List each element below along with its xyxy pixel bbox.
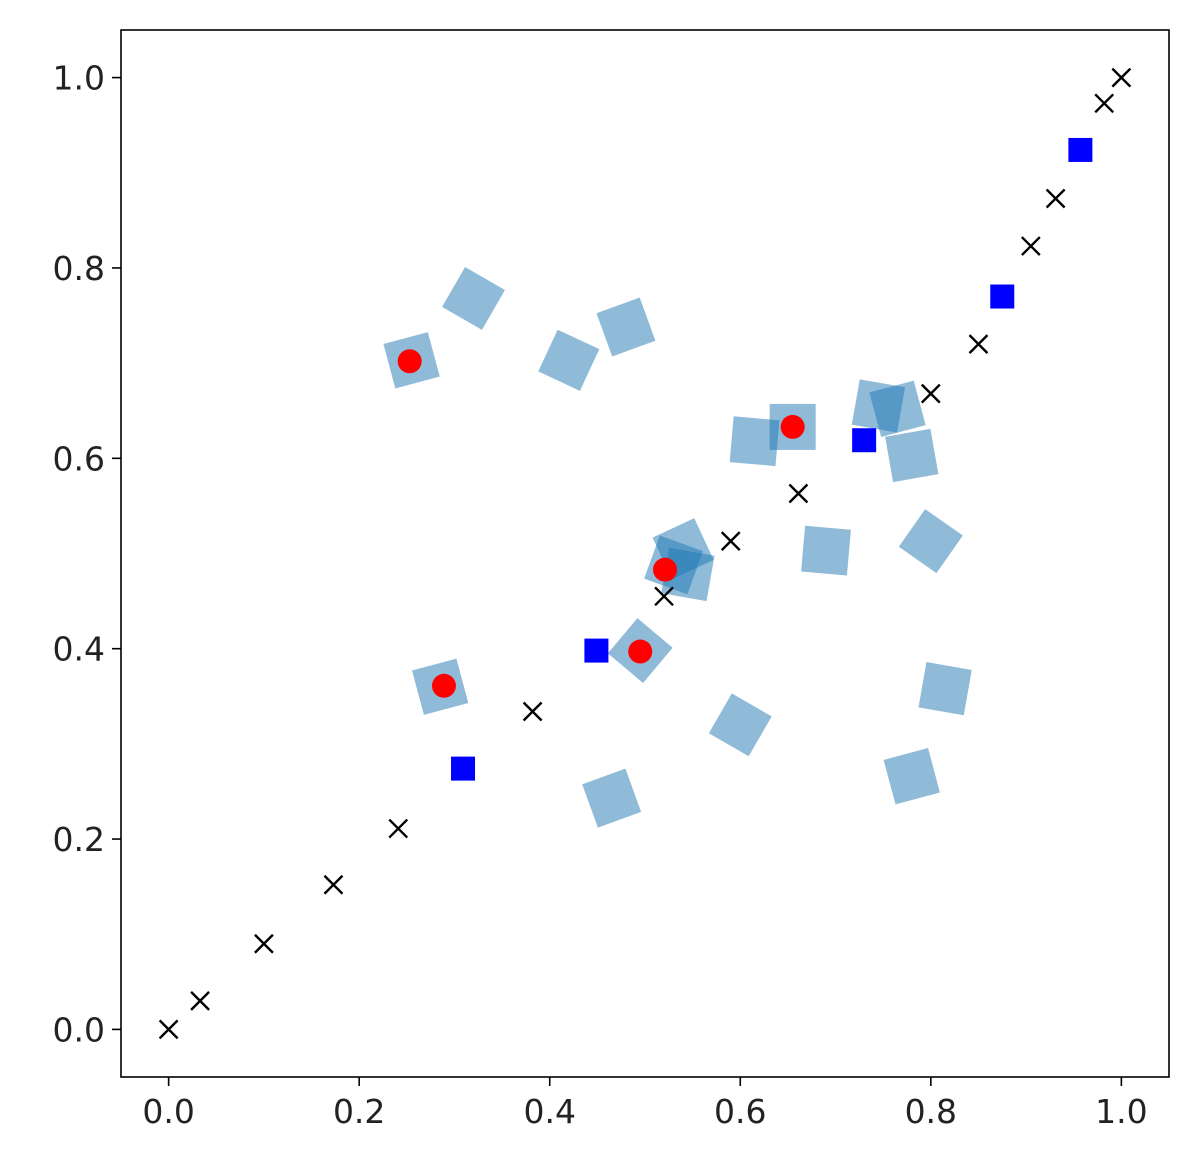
series-square: [451, 137, 1093, 781]
scatter-point-circle: [628, 639, 653, 664]
scatter-point-rotated-square: [442, 266, 505, 330]
y-tick-label: 0.4: [53, 630, 105, 669]
scatter-point-rotated-square: [596, 297, 656, 357]
scatter-point-x: [1021, 236, 1041, 256]
scatter-point-circle: [653, 557, 678, 582]
scatter-point-x: [190, 991, 210, 1011]
scatter-point-rotated-square: [885, 428, 939, 483]
y-tick-label: 0.8: [53, 249, 105, 288]
data-marks: [158, 67, 1132, 1040]
y-tick-label: 0.6: [53, 439, 105, 478]
scatter-point-square: [584, 638, 609, 663]
scatter-point-x: [654, 586, 674, 607]
scatter-point-square: [852, 428, 877, 453]
scatter-point-x: [920, 383, 941, 404]
scatter-point-rotated-square: [538, 329, 600, 391]
x-tick-label: 0.8: [905, 1092, 957, 1131]
scatter-point-rotated-square: [883, 748, 940, 805]
plot-background: [121, 30, 1169, 1077]
scatter-point-rotated-square: [918, 662, 972, 716]
scatter-point-x: [720, 531, 741, 551]
scatter-point-square: [1068, 137, 1093, 162]
y-axis-ticks: 0.0 0.2 0.4 0.6 0.8 1.0: [53, 59, 121, 1049]
scatter-point-circle: [780, 414, 805, 439]
scatter-point-square: [990, 284, 1015, 309]
scatter-point-rotated-square: [898, 509, 963, 574]
series-x: [158, 67, 1132, 1040]
x-tick-label: 0.2: [333, 1092, 385, 1131]
y-tick-label: 0.0: [53, 1010, 105, 1049]
scatter-point-x: [522, 701, 543, 722]
scatter-point-rotated-square: [729, 416, 780, 467]
x-axis-ticks: 0.0 0.2 0.4 0.6 0.8 1.0: [142, 1077, 1148, 1131]
scatter-point-rotated-square: [661, 547, 715, 602]
y-tick-label: 0.2: [53, 820, 105, 859]
x-tick-label: 0.6: [714, 1092, 766, 1131]
scatter-point-x: [788, 483, 809, 504]
x-tick-label: 1.0: [1095, 1092, 1147, 1131]
scatter-point-rotated-square: [869, 380, 926, 437]
scatter-point-x: [388, 818, 409, 839]
scatter-point-square: [451, 756, 476, 781]
scatter-point-x: [158, 1019, 179, 1040]
scatter-point-rotated-square: [582, 768, 642, 828]
x-tick-label: 0.4: [523, 1092, 575, 1131]
scatter-point-x: [1045, 188, 1066, 209]
scatter-point-x: [1094, 93, 1115, 114]
y-tick-label: 1.0: [53, 59, 105, 98]
x-tick-label: 0.0: [142, 1092, 194, 1131]
series-circle: [397, 349, 805, 698]
scatter-point-x: [1111, 67, 1132, 88]
series-rotated-square: [383, 266, 972, 828]
scatter-point-rotated-square: [801, 525, 851, 576]
scatter-point-rotated-square: [708, 693, 772, 757]
scatter-point-circle: [431, 673, 456, 698]
scatter-point-x: [323, 874, 344, 895]
scatter-point-circle: [397, 349, 422, 374]
plot-frame: [120, 29, 1170, 1078]
scatter-point-x: [254, 933, 274, 954]
scatter-point-x: [968, 334, 989, 354]
